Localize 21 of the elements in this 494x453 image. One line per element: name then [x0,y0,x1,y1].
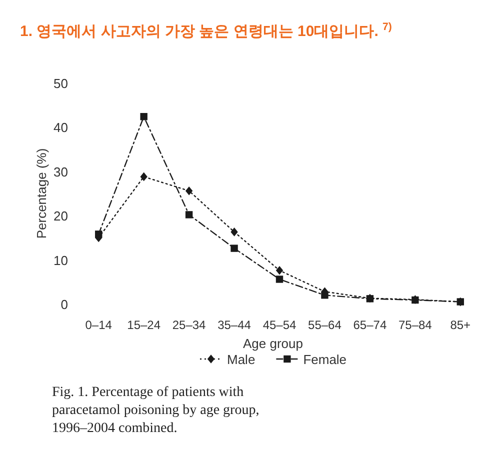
x-tick-label: 55–64 [308,318,342,332]
y-tick-label: 30 [54,164,68,180]
x-tick-label: 25–34 [172,318,206,332]
y-tick-label: 0 [60,297,68,312]
x-tick-label: 35–44 [218,318,252,332]
x-tick-label: 0–14 [85,318,112,332]
legend-label: Male [227,352,256,367]
x-tick-label: 85+ [450,318,471,332]
caption: Fig. 1. Percentage of patients with paracetamol poisoning by age group, 1996–2004 combined. [52,385,260,436]
legend-label: Female [303,352,347,367]
y-tick-label: 10 [54,252,68,268]
x-axis-title: Age group [243,336,303,351]
x-tick-label: 75–84 [398,318,432,332]
y-axis-title: Percentage (%) [34,148,49,239]
y-tick-label: 40 [54,120,68,136]
x-tick-label: 45–54 [262,318,297,332]
y-tick-label: 50 [54,76,68,91]
y-tick-label: 20 [54,208,68,224]
x-tick-label: 15–24 [127,318,161,332]
chart-title: 1. 영국에서 사고자의 가장 높은 연령대는 10대입니다. $^{7)}$ [20,21,392,40]
x-tick-label: 65–74 [353,318,387,332]
